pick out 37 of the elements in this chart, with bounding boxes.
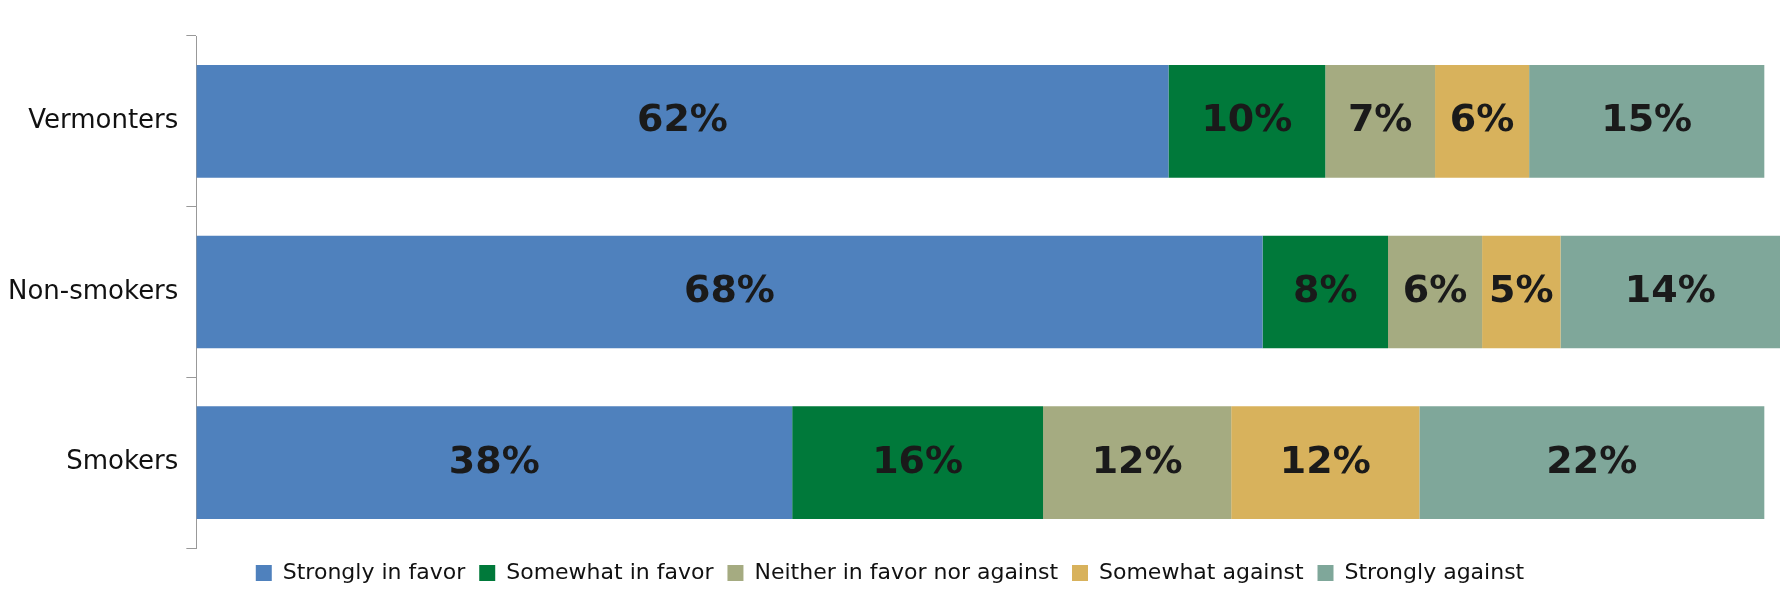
bar — [1388, 235, 1483, 349]
data-label: 16% — [872, 437, 964, 482]
bar — [1168, 65, 1326, 178]
data-label: 12% — [1279, 437, 1371, 482]
legend-label: Somewhat against — [1099, 558, 1304, 584]
data-label: 12% — [1091, 437, 1183, 482]
bar — [1231, 406, 1420, 519]
legend-label: Neither in favor nor against — [754, 558, 1059, 584]
y-tick-label: Smokers — [66, 445, 179, 476]
data-label: 6% — [1449, 96, 1515, 141]
bar — [792, 406, 1044, 519]
y-tick-label: Non-smokers — [8, 274, 179, 305]
data-label: 7% — [1347, 96, 1413, 141]
data-label: 5% — [1489, 266, 1554, 311]
bar — [1435, 65, 1530, 178]
data-label: 8% — [1293, 266, 1358, 311]
data-label: 22% — [1546, 437, 1638, 482]
bar — [1043, 406, 1232, 519]
bar — [196, 65, 1169, 178]
bar — [1325, 65, 1436, 178]
y-tick-label: Vermonters — [28, 104, 179, 135]
bar — [1419, 406, 1765, 519]
data-label: 6% — [1402, 266, 1468, 311]
data-label: 10% — [1201, 96, 1293, 141]
legend-label: Somewhat in favor — [506, 558, 715, 584]
bar — [196, 406, 793, 519]
data-label: 68% — [683, 266, 775, 311]
bar — [1529, 65, 1765, 178]
legend-label: Strongly against — [1344, 558, 1525, 584]
data-label: 14% — [1624, 266, 1716, 311]
data-label: 15% — [1601, 96, 1693, 141]
data-label: 38% — [448, 437, 540, 482]
bar — [196, 235, 1263, 349]
data-label: 62% — [636, 96, 728, 141]
bar — [1560, 235, 1780, 349]
legend-label: Strongly in favor — [282, 558, 467, 584]
bar — [1262, 235, 1389, 349]
